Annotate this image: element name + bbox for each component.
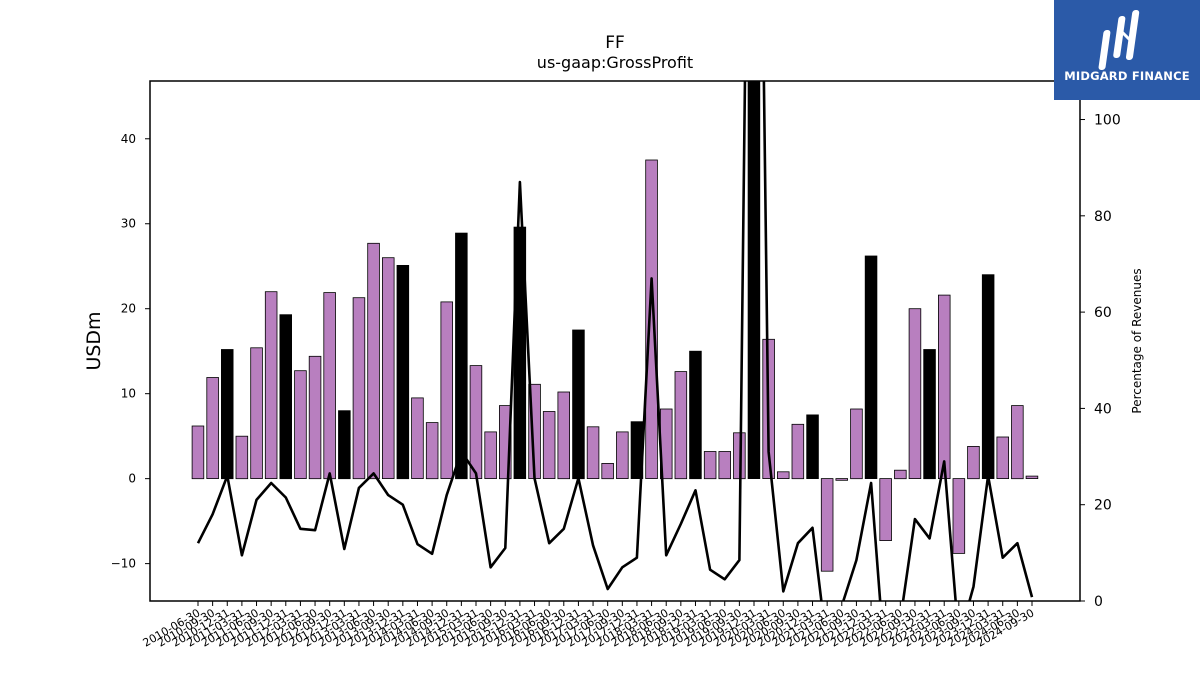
y2-tick-label: 60 xyxy=(1094,305,1112,321)
midgard-finance-logo: MIDGARD FINANCE xyxy=(1054,0,1200,100)
bar-2012-09-30 xyxy=(323,292,336,480)
bar-2014-06-30 xyxy=(425,422,439,480)
y2-tick-label: 100 xyxy=(1094,113,1121,129)
bar-series xyxy=(191,81,1039,572)
bar-2011-09-30 xyxy=(264,291,278,480)
left-axis: −10 0 10 20 30 40 xyxy=(111,132,150,571)
y-tick-label: 0 xyxy=(128,472,136,486)
y-tick-label: 10 xyxy=(121,387,136,401)
bar-2010-06-30 xyxy=(191,425,205,480)
chart-title: FF xyxy=(605,33,625,53)
bar-2012-03-31 xyxy=(294,370,307,480)
bar-2016-12-31 xyxy=(572,329,585,480)
line-series xyxy=(196,81,1034,601)
bar-2023-03-31 xyxy=(938,294,951,480)
bar-2013-12-31 xyxy=(396,264,410,480)
bar-2024-09-30 xyxy=(1025,475,1039,480)
bar-2015-06-30 xyxy=(484,431,497,479)
y-tick-label: 20 xyxy=(121,302,136,316)
y2-tick-label: 0 xyxy=(1094,594,1103,610)
y2-tick-label: 80 xyxy=(1094,209,1112,225)
bar-2022-06-30 xyxy=(894,469,907,480)
bar-2024-06-30 xyxy=(1011,405,1024,480)
y-tick-label: 40 xyxy=(121,132,136,146)
bar-2023-09-30 xyxy=(967,445,980,480)
y-axis-label: USDm xyxy=(83,311,105,370)
y-tick-label: 30 xyxy=(121,217,136,231)
bar-2010-12-31 xyxy=(220,349,234,480)
y2-tick-label: 20 xyxy=(1094,498,1112,514)
bar-2014-03-31 xyxy=(411,397,424,479)
bar-2011-06-30 xyxy=(250,347,263,479)
bar-2016-06-30 xyxy=(542,411,556,479)
bar-2011-12-31 xyxy=(279,314,292,480)
bar-2016-09-30 xyxy=(557,391,571,480)
bar-2012-06-30 xyxy=(308,355,322,480)
y2-tick-label: 40 xyxy=(1094,401,1112,417)
bar-2018-12-31 xyxy=(689,350,702,480)
bar-2017-03-31 xyxy=(586,426,600,479)
bar-2023-12-31 xyxy=(981,274,995,480)
bar-2021-12-31 xyxy=(864,255,878,480)
bar-2018-03-31 xyxy=(645,159,658,480)
bar-2013-09-30 xyxy=(381,257,395,480)
bar-2024-03-31 xyxy=(996,436,1010,479)
bar-2019-03-31 xyxy=(703,451,717,480)
logo-mark-icon xyxy=(1098,10,1140,70)
bar-2014-09-30 xyxy=(440,301,453,479)
plot-frame xyxy=(149,80,1081,602)
bar-2012-12-31 xyxy=(338,410,351,480)
right-axis: 0 20 40 60 80 100 xyxy=(1080,113,1121,610)
chart-subtitle: us-gaap:GrossProfit xyxy=(537,53,693,72)
bar-2011-03-31 xyxy=(235,435,249,480)
bar-2022-09-30 xyxy=(908,308,922,480)
logo-text: MIDGARD FINANCE xyxy=(1064,69,1190,83)
bar-2014-12-31 xyxy=(455,232,468,480)
bar-2019-06-30 xyxy=(718,451,732,480)
x-axis: 2010-06-302010-09-302010-12-312011-03-31… xyxy=(141,601,1037,650)
bar-2017-09-30 xyxy=(616,431,629,479)
bar-2017-06-30 xyxy=(601,462,614,480)
bar-2020-06-30 xyxy=(777,471,790,479)
bar-2020-09-30 xyxy=(791,423,805,480)
bar-2021-09-30 xyxy=(850,408,863,480)
y-tick-label: −10 xyxy=(111,557,136,571)
bar-2013-03-31 xyxy=(352,297,366,480)
bar-2021-06-30 xyxy=(835,478,849,481)
line-percentage-of-revenues xyxy=(196,81,1034,601)
bar-2019-12-31 xyxy=(747,81,761,480)
bar-2015-09-30 xyxy=(498,405,512,480)
bar-2013-06-30 xyxy=(367,242,380,480)
bar-2015-03-31 xyxy=(469,365,483,480)
bar-2020-12-31 xyxy=(806,414,819,479)
bar-2023-06-30 xyxy=(952,478,966,554)
bar-2018-09-30 xyxy=(674,371,688,480)
bar-2022-12-31 xyxy=(923,349,936,480)
bar-2022-03-31 xyxy=(879,478,892,542)
bar-2010-09-30 xyxy=(206,377,219,479)
y2-axis-label: Percentage of Revenues xyxy=(1130,268,1144,413)
bar-2021-03-31 xyxy=(820,478,834,572)
